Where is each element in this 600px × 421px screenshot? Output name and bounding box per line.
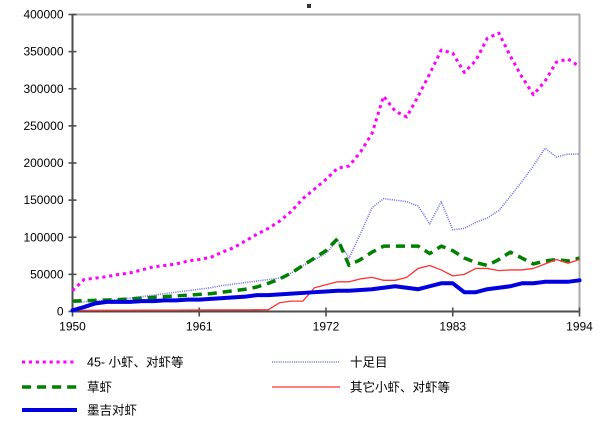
legend-label: 45- 小虾、对虾等: [87, 354, 184, 369]
series-line-1: [72, 147, 580, 304]
y-tick-label: 200000: [23, 156, 63, 170]
x-tick-label: 1983: [439, 320, 466, 334]
y-tick-label: 350000: [23, 45, 63, 59]
x-tick-label: 1950: [59, 320, 86, 334]
series-line-3: [71, 258, 581, 312]
y-tick-label: 400000: [23, 8, 63, 22]
legend-item[interactable]: 墨吉对虾: [22, 403, 137, 417]
y-tick-label: 0: [57, 305, 64, 319]
x-tick-label: 1961: [186, 320, 213, 334]
series-line-0: [71, 31, 581, 292]
x-axis-ticks: 1950 1961 1972 1983 1994: [59, 307, 593, 334]
legend-label: 十足目: [350, 355, 388, 369]
y-tick-label: 50000: [30, 267, 64, 281]
series-line-4: [70, 278, 582, 313]
legend-label: 墨吉对虾: [87, 403, 137, 417]
legend-item[interactable]: 其它小虾、对虾等: [272, 379, 450, 394]
y-tick-label: 100000: [23, 230, 63, 244]
legend-label: 草虾: [87, 380, 112, 394]
x-tick-label: 1972: [313, 320, 340, 334]
x-tick-label: 1994: [566, 320, 593, 334]
y-axis-ticks: 0 50000 100000 150000 200000 250000 300000 3500…: [23, 8, 77, 319]
series-line-2: [72, 236, 580, 303]
y-tick-label: 300000: [23, 82, 63, 96]
data-series-group: [70, 31, 582, 313]
plot-frame: [71, 13, 581, 313]
stray-data-mark: [307, 4, 311, 8]
y-tick-label: 250000: [23, 119, 63, 133]
legend-item[interactable]: 草虾: [22, 380, 112, 394]
legend-label: 其它小虾、对虾等: [350, 379, 450, 394]
plot-background: [72, 14, 580, 311]
legend-item[interactable]: 45- 小虾、对虾等: [22, 354, 184, 369]
legend-item[interactable]: 十足目: [272, 355, 388, 369]
y-tick-label: 150000: [23, 193, 63, 207]
